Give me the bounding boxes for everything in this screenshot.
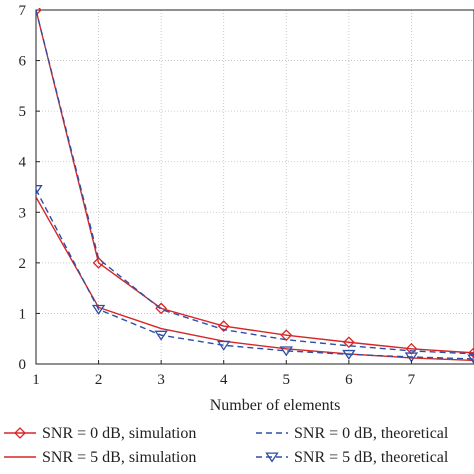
x-axis-label: Number of elements <box>210 397 341 414</box>
data-point <box>342 336 355 349</box>
x-tick-label: 6 <box>345 372 353 388</box>
series-2 <box>36 196 474 362</box>
series-line <box>36 9 474 355</box>
legend-marker <box>14 427 26 439</box>
data-point <box>154 330 168 341</box>
data-point <box>280 329 293 342</box>
y-tick-label: 5 <box>19 104 27 120</box>
y-tick-label: 7 <box>19 3 27 19</box>
y-tick-label: 2 <box>19 256 27 272</box>
x-tick-label: 4 <box>220 372 228 388</box>
data-point <box>468 346 474 359</box>
x-tick-label: 3 <box>157 372 165 388</box>
series-3 <box>36 9 474 355</box>
series-line <box>36 9 474 354</box>
series-line <box>36 189 474 360</box>
grid-lines <box>35 9 474 365</box>
legend-label: SNR = 0 dB, simulation <box>42 425 196 442</box>
legend-item: SNR = 0 dB, simulation <box>4 425 196 442</box>
legend-item: SNR = 0 dB, theoretical <box>256 425 449 442</box>
data-point <box>404 352 419 363</box>
x-tick-label: 1 <box>32 372 40 388</box>
y-tick-label: 0 <box>19 357 27 373</box>
legend: SNR = 0 dB, simulation SNR = 0 dB, theore… <box>4 425 449 466</box>
x-tick-label: 2 <box>95 372 103 388</box>
data-point <box>217 320 230 332</box>
series-group <box>36 8 474 365</box>
data-point <box>91 304 106 315</box>
legend-item: SNR = 5 dB, simulation <box>4 449 196 466</box>
y-tick-label: 1 <box>19 306 27 322</box>
plot-frame <box>35 9 474 365</box>
data-point <box>467 354 474 365</box>
series-4 <box>36 185 474 365</box>
data-point <box>216 340 231 351</box>
y-tick-label: 4 <box>19 155 27 171</box>
data-point <box>36 8 42 16</box>
y-tick-label: 3 <box>19 205 27 221</box>
data-point <box>279 346 294 357</box>
y-tick-label: 6 <box>19 54 27 70</box>
data-point <box>405 342 418 355</box>
series-line <box>36 196 474 362</box>
x-tick-label: 7 <box>408 372 416 388</box>
legend-label: SNR = 5 dB, simulation <box>42 449 196 466</box>
data-point <box>342 349 356 360</box>
legend-marker <box>265 452 279 463</box>
legend-label: SNR = 0 dB, theoretical <box>294 425 449 442</box>
legend-item: SNR = 5 dB, theoretical <box>256 449 449 466</box>
legend-label: SNR = 5 dB, theoretical <box>294 449 449 466</box>
series-1 <box>36 8 474 359</box>
x-tick-label: 5 <box>283 372 291 388</box>
data-point <box>36 185 43 196</box>
